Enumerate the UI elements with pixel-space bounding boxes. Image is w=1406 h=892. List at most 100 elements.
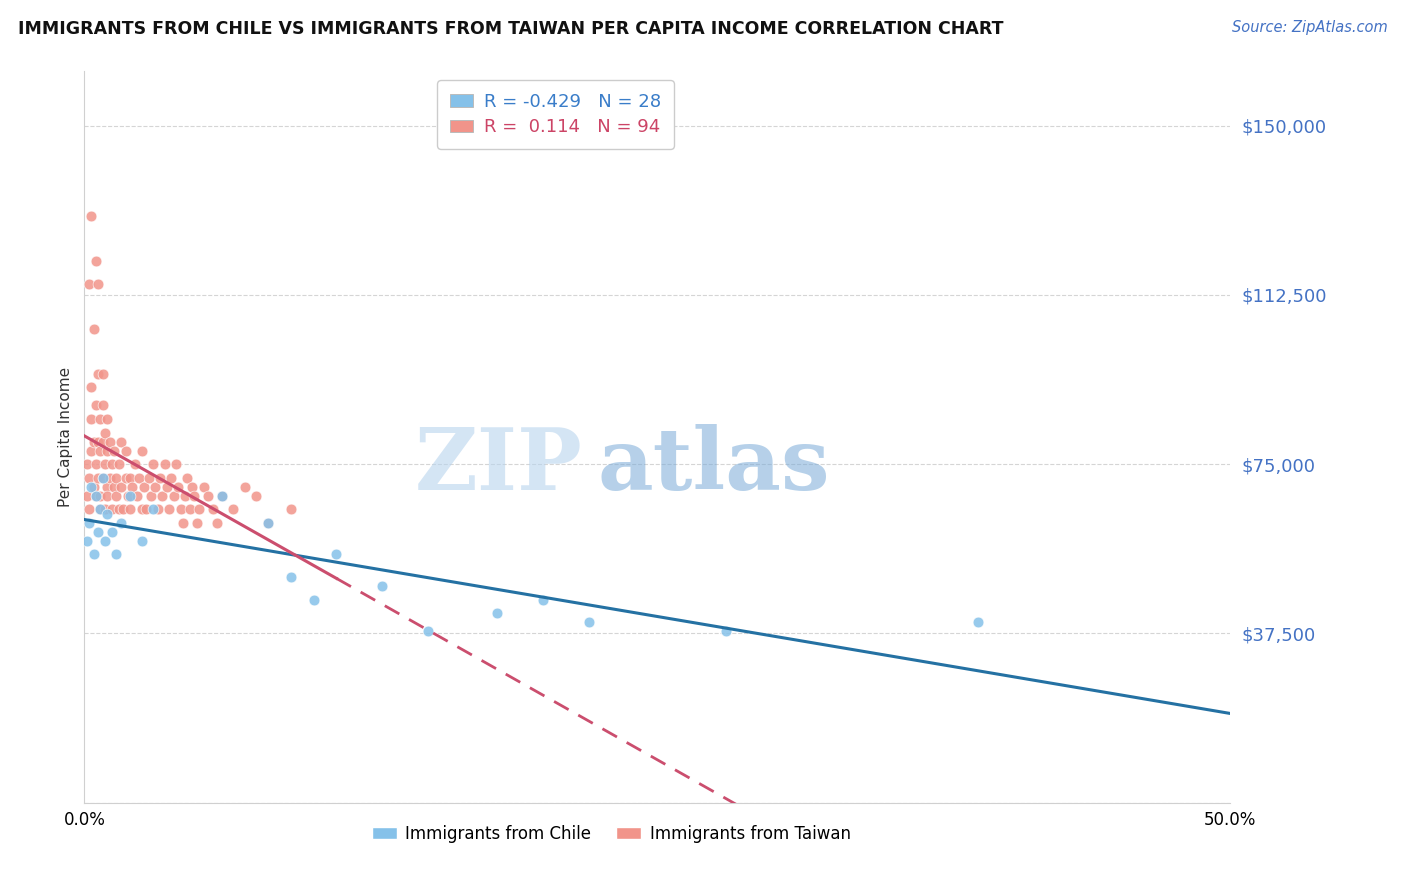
Point (186, 516, 208, 530)
Point (80, 480, 103, 494)
Point (80, 209, 103, 223)
Point (197, 489, 219, 503)
Point (181, 480, 204, 494)
Point (174, 489, 197, 503)
Point (169, 502, 191, 516)
Point (87, 367, 110, 381)
Point (145, 480, 167, 494)
Point (77, 471, 100, 485)
Point (131, 533, 153, 548)
Point (101, 524, 124, 539)
Legend: Immigrants from Chile, Immigrants from Taiwan: Immigrants from Chile, Immigrants from T… (366, 818, 858, 849)
Point (165, 457, 187, 471)
Point (211, 489, 233, 503)
Point (110, 480, 132, 494)
Point (91, 471, 114, 485)
Point (531, 592, 554, 607)
Point (207, 516, 229, 530)
Point (233, 480, 256, 494)
Point (80, 412, 103, 426)
Point (156, 480, 179, 494)
Point (87, 524, 110, 539)
Point (193, 480, 215, 494)
Point (120, 489, 142, 503)
Point (160, 471, 183, 485)
Point (103, 480, 125, 494)
Point (128, 471, 150, 485)
Point (280, 570, 302, 584)
Point (80, 380, 103, 394)
Point (96, 507, 118, 521)
Point (302, 592, 325, 607)
Point (222, 502, 245, 516)
Point (98, 471, 121, 485)
Point (77, 502, 100, 516)
Point (96, 480, 118, 494)
Point (83, 434, 105, 449)
Point (91, 471, 114, 485)
Point (157, 502, 180, 516)
Point (418, 624, 440, 639)
Text: IMMIGRANTS FROM CHILE VS IMMIGRANTS FROM TAIWAN PER CAPITA INCOME CORRELATION CH: IMMIGRANTS FROM CHILE VS IMMIGRANTS FROM… (18, 20, 1004, 37)
Point (84, 399, 107, 413)
Point (121, 480, 143, 494)
Point (96, 443, 118, 458)
Point (149, 471, 172, 485)
Point (107, 457, 129, 471)
Point (132, 480, 155, 494)
Point (77, 516, 100, 530)
Point (142, 502, 165, 516)
Point (96, 412, 118, 426)
Point (89, 443, 111, 458)
Point (371, 579, 394, 593)
Point (163, 489, 186, 503)
Point (76, 533, 98, 548)
Text: Source: ZipAtlas.com: Source: ZipAtlas.com (1232, 20, 1388, 35)
Point (84, 457, 107, 471)
Point (103, 443, 125, 458)
Point (578, 615, 600, 630)
Point (94, 533, 117, 548)
Point (167, 480, 190, 494)
Point (211, 489, 233, 503)
Point (120, 502, 142, 516)
Point (87, 471, 110, 485)
Point (89, 489, 111, 503)
Point (256, 516, 278, 530)
Point (117, 489, 139, 503)
Point (83, 548, 105, 562)
Point (124, 457, 146, 471)
Point (280, 502, 302, 516)
Point (176, 471, 198, 485)
Point (967, 615, 990, 630)
Point (94, 425, 117, 440)
Point (83, 480, 105, 494)
Point (89, 502, 111, 516)
Point (179, 502, 201, 516)
Point (101, 457, 124, 471)
Point (112, 502, 135, 516)
Point (76, 489, 98, 503)
Point (105, 548, 128, 562)
Point (325, 548, 347, 562)
Point (120, 471, 142, 485)
Point (96, 489, 118, 503)
Point (131, 502, 153, 516)
Point (91, 434, 114, 449)
Point (245, 489, 267, 503)
Point (142, 457, 165, 471)
Point (94, 457, 117, 471)
Point (172, 516, 194, 530)
Point (150, 489, 173, 503)
Point (91, 399, 114, 413)
Point (201, 502, 224, 516)
Point (107, 502, 129, 516)
Point (80, 443, 103, 458)
Point (89, 502, 111, 516)
Point (131, 443, 153, 458)
Point (105, 471, 128, 485)
Point (84, 254, 107, 268)
Point (105, 489, 128, 503)
Point (101, 502, 124, 516)
Point (83, 322, 105, 336)
